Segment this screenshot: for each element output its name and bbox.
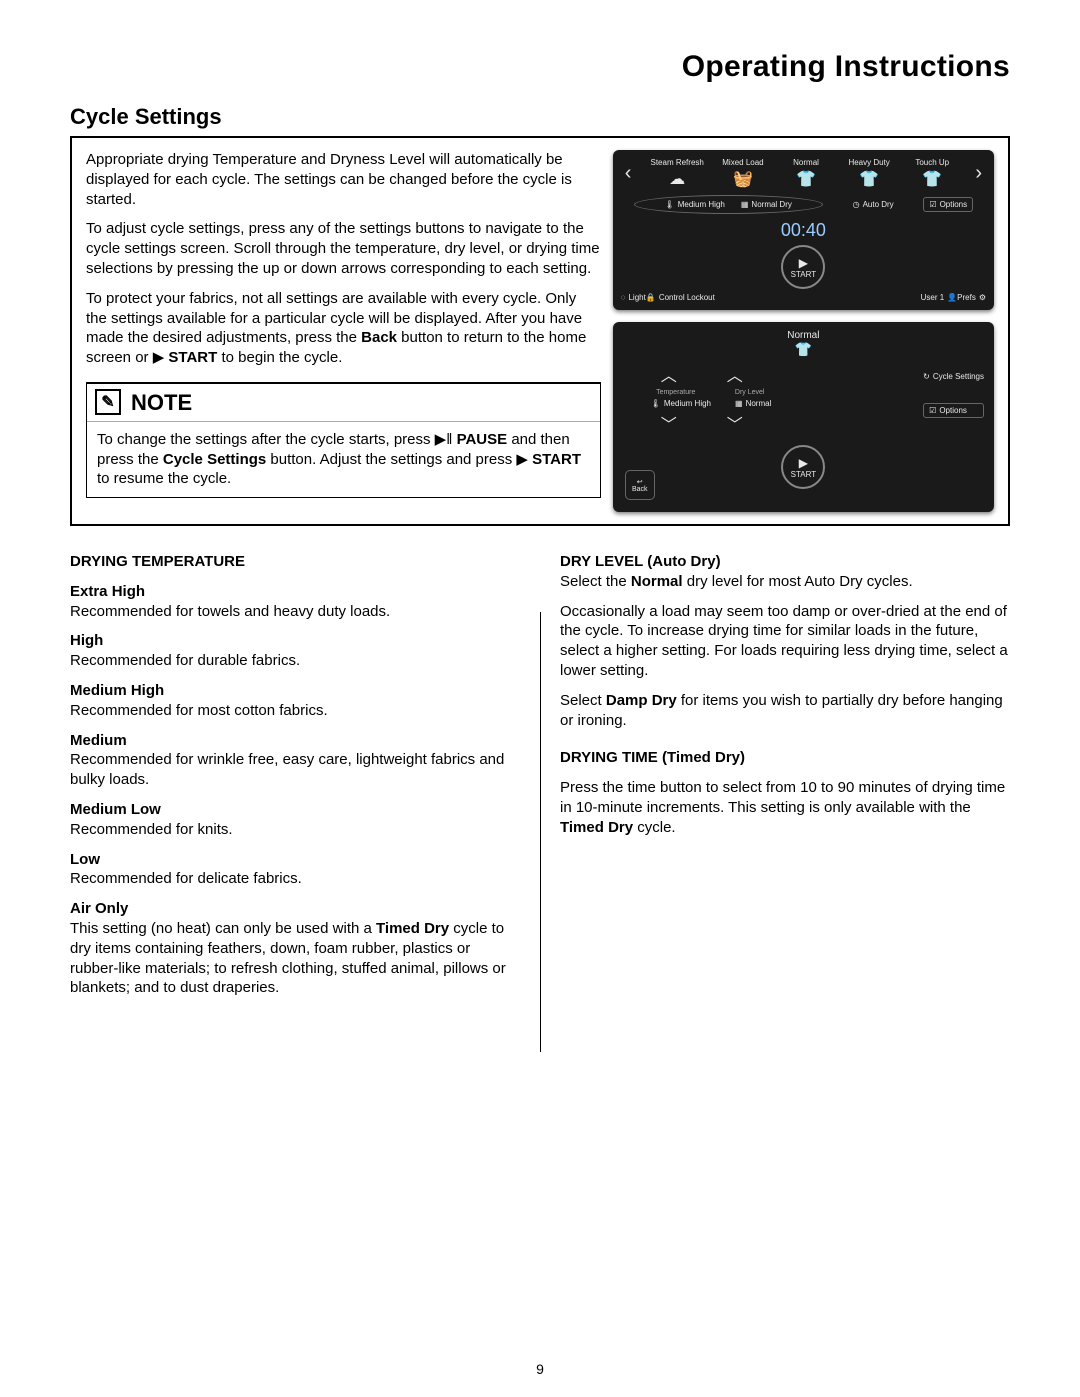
drying-temp-column: DRYING TEMPERATURE Extra HighRecommended… <box>70 552 520 1008</box>
drying-time-p1: Press the time button to select from 10 … <box>560 778 1010 837</box>
intro-p1: Appropriate drying Temperature and Dryne… <box>86 150 601 209</box>
thermometer-icon: 🌡 <box>651 399 661 408</box>
cycle-steam-refresh[interactable]: Steam Refresh☁ <box>650 158 703 189</box>
note-title: NOTE <box>131 388 192 417</box>
basket-icon: 🧺 <box>733 169 753 189</box>
shirt-icon: 👕 <box>922 169 942 189</box>
grid-icon: ▦ <box>735 399 743 408</box>
prefs-button[interactable]: Prefs⚙ <box>957 293 986 302</box>
drying-temp-heading: DRYING TEMPERATURE <box>70 553 245 570</box>
start-button[interactable]: ▶START <box>781 245 825 289</box>
dry-level-p3: Select Damp Dry for items you wish to pa… <box>560 691 1010 731</box>
dry-level-setting[interactable]: ▦Normal Dry <box>741 200 792 209</box>
grid-icon: ▦ <box>741 200 749 209</box>
settings-highlight-oval: 🌡Medium High ▦Normal Dry <box>634 195 823 214</box>
note-box: ✎ NOTE To change the settings after the … <box>86 382 601 498</box>
play-icon: ▶ <box>799 456 808 470</box>
drylvl-value: ▦Normal <box>735 399 771 408</box>
steam-icon: ☁ <box>669 169 685 189</box>
cycle-mixed-load[interactable]: Mixed Load🧺 <box>719 158 767 189</box>
drylvl-label: Dry Level <box>725 389 775 396</box>
dry-level-p2: Occasionally a load may seem too damp or… <box>560 602 1010 681</box>
dry-level-column: DRY LEVEL (Auto Dry)Select the Normal dr… <box>560 552 1010 1008</box>
shirt-icon: 👕 <box>621 341 986 358</box>
temp-value: 🌡Medium High <box>651 399 711 408</box>
cycle-normal[interactable]: Normal👕 <box>782 158 830 189</box>
temp-air-only: Air Only <box>70 900 128 917</box>
dry-level-heading: DRY LEVEL (Auto Dry) <box>560 553 721 570</box>
current-cycle-indicator: Normal 👕 <box>621 330 986 358</box>
drylvl-up-arrow-icon[interactable]: ︿ <box>727 362 743 386</box>
intro-text-column: Appropriate drying Temperature and Dryne… <box>86 150 601 512</box>
gear-icon: ⚙ <box>979 293 986 302</box>
prev-cycle-chevron-icon[interactable]: ‹ <box>621 162 636 185</box>
control-lockout-button[interactable]: 🔒Control Lockout <box>646 293 715 302</box>
temp-down-arrow-icon[interactable]: ﹀ <box>661 411 677 435</box>
page-number: 9 <box>0 1361 1080 1377</box>
temp-extra-high: Extra High <box>70 583 145 600</box>
temp-medium-low: Medium Low <box>70 801 161 818</box>
user-icon: 👤 <box>947 293 957 302</box>
note-body: To change the settings after the cycle s… <box>87 422 600 497</box>
shirt-icon: 👕 <box>796 169 816 189</box>
dryer-home-screen: ‹ Steam Refresh☁ Mixed Load🧺 Normal👕 Hea… <box>613 150 994 310</box>
options-button[interactable]: ☑Options <box>923 403 984 418</box>
temp-setting[interactable]: 🌡Medium High <box>665 200 725 209</box>
check-icon: ☑ <box>929 200 936 209</box>
section-title: Cycle Settings <box>70 104 1010 130</box>
dryer-settings-screen: Normal 👕 ︿ ︿ Temperature Dry Level 🌡Medium… <box>613 322 994 512</box>
temp-low: Low <box>70 851 100 868</box>
thermometer-icon: 🌡 <box>665 200 675 209</box>
temp-medium-high: Medium High <box>70 682 164 699</box>
bulb-icon: ◌ <box>621 293 626 302</box>
intro-p3: To protect your fabrics, not all setting… <box>86 289 601 368</box>
screenshots-column: ‹ Steam Refresh☁ Mixed Load🧺 Normal👕 Hea… <box>613 150 994 512</box>
back-arrow-icon: ↩ <box>637 478 643 486</box>
drylvl-down-arrow-icon[interactable]: ﹀ <box>727 411 743 435</box>
cycle-settings-box: Appropriate drying Temperature and Dryne… <box>70 136 1010 526</box>
note-icon: ✎ <box>95 389 121 415</box>
temp-up-arrow-icon[interactable]: ︿ <box>661 362 677 386</box>
page-title: Operating Instructions <box>70 50 1010 84</box>
cycle-settings-button[interactable]: ↻Cycle Settings <box>923 372 984 381</box>
shirt-icon: 👕 <box>859 169 879 189</box>
note-header: ✎ NOTE <box>87 384 600 422</box>
temp-label: Temperature <box>651 389 701 396</box>
cycle-heavy-duty[interactable]: Heavy Duty👕 <box>845 158 893 189</box>
options-button[interactable]: ☑Options <box>923 197 973 212</box>
column-divider <box>540 612 541 1052</box>
user-button[interactable]: User 1👤 <box>921 293 958 302</box>
cycle-touch-up[interactable]: Touch Up👕 <box>908 158 956 189</box>
next-cycle-chevron-icon[interactable]: › <box>971 162 986 185</box>
intro-p2: To adjust cycle settings, press any of t… <box>86 219 601 278</box>
clock-icon: ◷ <box>853 200 860 209</box>
timer-display: 00:40 <box>621 220 986 241</box>
temp-high: High <box>70 632 103 649</box>
back-button[interactable]: ↩Back <box>625 470 655 500</box>
drying-time-heading: DRYING TIME (Timed Dry) <box>560 749 745 766</box>
play-icon: ▶ <box>799 256 808 270</box>
check-icon: ☑ <box>929 406 936 415</box>
cycle-icon: ↻ <box>923 372 930 381</box>
light-button[interactable]: ◌Light <box>621 293 646 302</box>
start-button[interactable]: ▶START <box>781 445 825 489</box>
temp-medium: Medium <box>70 732 127 749</box>
auto-dry-setting[interactable]: ◷Auto Dry <box>853 200 894 209</box>
lock-icon: 🔒 <box>646 293 656 302</box>
